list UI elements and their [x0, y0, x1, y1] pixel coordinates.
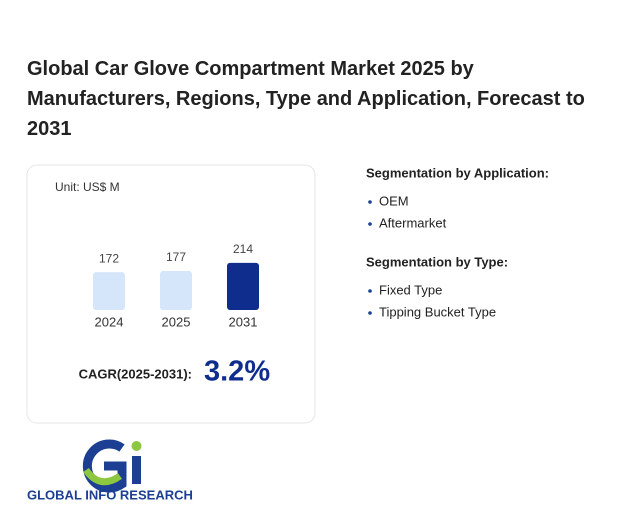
segment-item: Tipping Bucket Type	[379, 304, 496, 319]
bar	[227, 262, 259, 310]
bullet	[368, 311, 372, 315]
value-label: 214	[233, 242, 253, 256]
segments: Segmentation by Application: OEM Aftermark…	[366, 165, 549, 319]
segment-heading: Segmentation by Type:	[366, 254, 508, 269]
bullet	[368, 200, 372, 204]
bullet	[368, 222, 372, 226]
bar	[160, 271, 192, 310]
segment-heading: Segmentation by Application:	[366, 165, 549, 180]
category-label: 2024	[95, 314, 124, 329]
bar	[93, 272, 125, 310]
cagr-label: CAGR(2025-2031):	[79, 366, 192, 381]
segment-item: Aftermarket	[379, 215, 447, 230]
unit-label: Unit: US$ M	[55, 180, 120, 194]
cagr-value: 3.2%	[204, 356, 270, 388]
logo: GLOBAL INFO RESEARCH	[27, 439, 193, 502]
bullet	[368, 289, 372, 293]
logo-text: GLOBAL INFO RESEARCH	[27, 487, 193, 502]
category-label: 2025	[162, 314, 191, 329]
logo-i	[132, 456, 141, 484]
title: Global Car Glove Compartment Market 2025…	[27, 58, 585, 140]
value-label: 177	[166, 250, 186, 264]
logo-swoosh	[83, 467, 123, 486]
logo-dot	[131, 441, 142, 451]
value-label: 172	[99, 251, 119, 265]
segment-item: Fixed Type	[379, 282, 442, 297]
bar-chart: 172 2024 177 2025 214 2031	[93, 242, 259, 329]
segment-item: OEM	[379, 193, 409, 208]
category-label: 2031	[229, 314, 258, 329]
